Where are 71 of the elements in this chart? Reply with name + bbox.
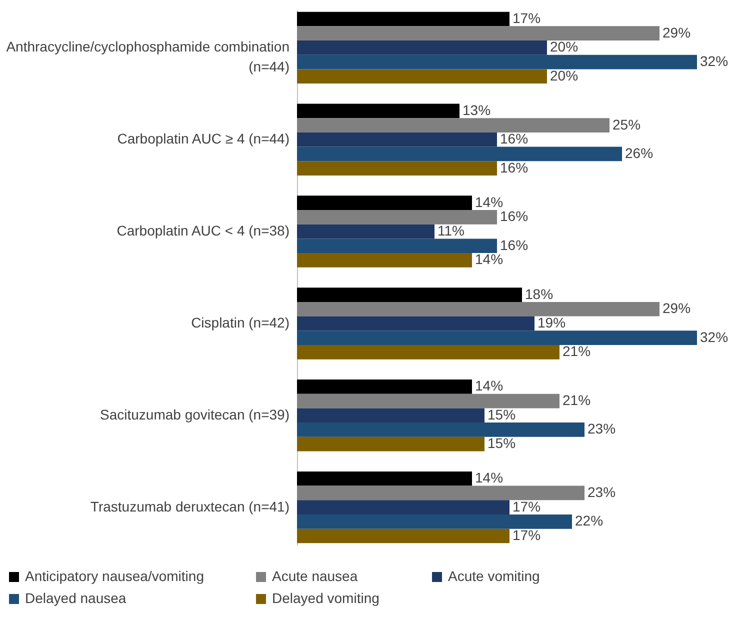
bar — [297, 238, 497, 254]
bar — [297, 528, 510, 544]
legend-label: Delayed vomiting — [272, 590, 380, 606]
data-label: 29% — [662, 300, 691, 316]
bar — [297, 54, 697, 70]
legend-label: Acute vomiting — [448, 568, 540, 584]
bar — [297, 196, 472, 210]
bar — [297, 118, 610, 132]
data-label: 16% — [500, 159, 528, 176]
bar — [297, 210, 497, 224]
y-tick-label: Carboplatin AUC < 4 (n=38) — [116, 222, 290, 239]
data-label: 26% — [625, 144, 654, 161]
bar — [297, 344, 560, 360]
data-label: 15% — [488, 406, 516, 422]
bar — [297, 486, 584, 500]
bar — [297, 471, 472, 486]
data-label: 17% — [512, 10, 541, 26]
bar — [297, 380, 472, 394]
data-label: 13% — [462, 102, 491, 118]
y-tick-label: Trastuzumab deruxtecan (n=41) — [90, 498, 290, 514]
data-label: 20% — [550, 67, 578, 84]
data-label: 32% — [700, 328, 728, 345]
y-tick-label: Carboplatin AUC ≥ 4 (n=44) — [117, 130, 290, 147]
legend-label: Acute nausea — [272, 568, 358, 584]
y-tick-label: Sacituzumab govitecan (n=39) — [100, 406, 290, 422]
data-label: 16% — [500, 236, 528, 253]
data-label: 15% — [488, 435, 516, 452]
bar — [297, 288, 522, 302]
data-label: 16% — [500, 130, 528, 147]
data-label: 18% — [525, 286, 554, 302]
data-label: 17% — [512, 526, 541, 543]
data-label: 32% — [700, 53, 728, 70]
bar — [297, 253, 472, 268]
bar — [297, 514, 572, 529]
data-label: 25% — [612, 116, 641, 132]
bar — [297, 161, 497, 176]
data-label: 14% — [475, 251, 504, 268]
data-label: 16% — [500, 208, 528, 224]
bar — [297, 132, 497, 147]
data-label: 11% — [438, 222, 464, 239]
data-label: 14% — [475, 470, 504, 486]
bar — [297, 330, 697, 345]
bar — [297, 69, 547, 84]
bar — [297, 146, 622, 162]
data-label: 19% — [538, 314, 566, 330]
legend-label: Anticipatory nausea/vomiting — [25, 568, 204, 584]
bar — [297, 224, 434, 239]
bar — [297, 436, 484, 452]
bar — [297, 422, 584, 437]
data-label: 21% — [562, 343, 591, 360]
bar — [297, 12, 510, 26]
data-label: 20% — [550, 38, 578, 55]
data-label: 14% — [475, 194, 504, 210]
bar — [297, 394, 560, 408]
bar — [297, 316, 534, 331]
data-label: 17% — [512, 498, 541, 514]
data-label: 14% — [475, 378, 504, 394]
bar — [297, 408, 484, 423]
y-tick-label: Cisplatin (n=42) — [191, 314, 290, 330]
data-label: 23% — [588, 420, 616, 437]
data-label: 22% — [575, 512, 604, 529]
data-label: 29% — [662, 24, 691, 40]
bar — [297, 302, 660, 316]
bar — [297, 26, 660, 41]
y-tick-label: Anthracycline/cyclophosphamide combination (n=44) — [6, 38, 290, 75]
bar — [297, 104, 460, 118]
data-label: 21% — [562, 392, 591, 408]
data-label: 23% — [588, 484, 616, 500]
bar — [297, 500, 510, 514]
bar — [297, 40, 547, 55]
legend-label: Delayed nausea — [25, 590, 126, 606]
